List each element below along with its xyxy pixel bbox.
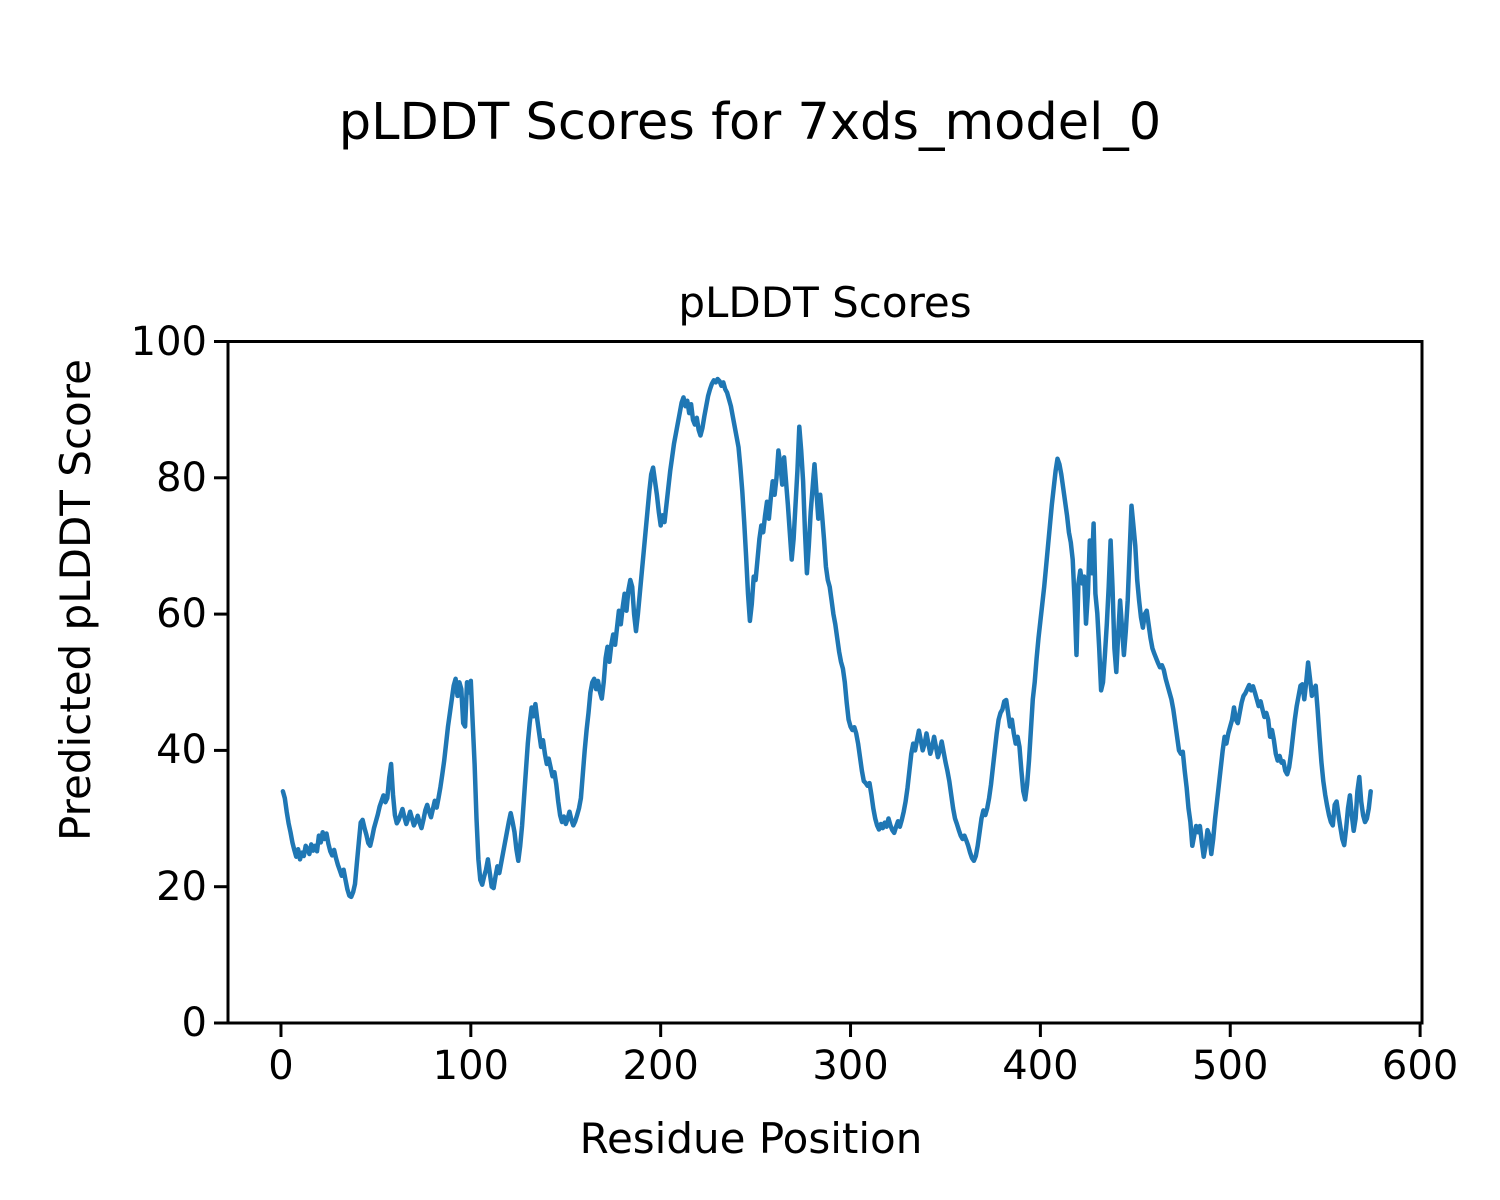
x-tick-label: 200 — [622, 1043, 699, 1089]
plddt-line — [280, 376, 1373, 900]
axes-title: pLDDT Scores — [678, 278, 972, 327]
x-axis-label: Residue Position — [579, 1114, 923, 1163]
y-tick-label: 60 — [156, 591, 207, 638]
x-tick-label: 0 — [268, 1043, 294, 1089]
x-tick-label: 400 — [1002, 1043, 1079, 1089]
y-tick-label: 80 — [156, 454, 207, 501]
x-tick-label: 500 — [1192, 1043, 1269, 1089]
x-tick-label: 100 — [432, 1043, 509, 1089]
y-tick-label: 20 — [156, 863, 207, 910]
x-tick-label: 300 — [812, 1043, 889, 1089]
figure-title: pLDDT Scores for 7xds_model_0 — [338, 93, 1162, 152]
y-tick-label: 40 — [156, 727, 207, 774]
plot-border — [226, 340, 1424, 1025]
y-tick-label: 100 — [130, 318, 207, 365]
y-tick-label: 0 — [181, 1000, 207, 1046]
x-tick-label: 600 — [1381, 1043, 1459, 1089]
